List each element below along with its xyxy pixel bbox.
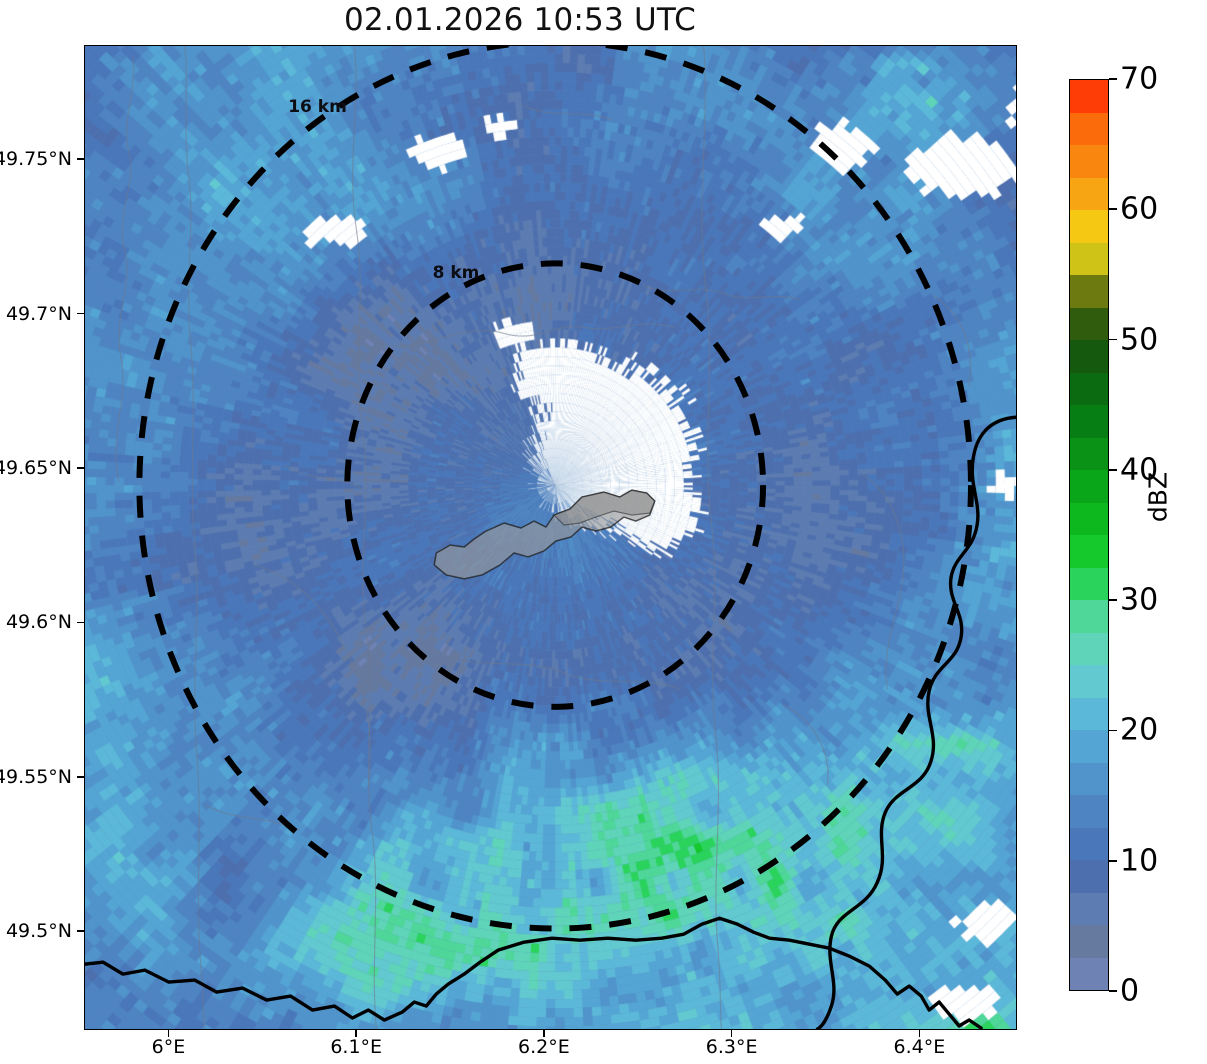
urban-area-polygon — [433, 489, 656, 580]
colorbar-band — [1070, 177, 1108, 210]
urban-area-core — [553, 489, 656, 526]
border-line-east — [815, 415, 1016, 1029]
river-line — [283, 464, 363, 490]
x-axis-tick-label: 6.3°E — [705, 1036, 758, 1058]
map-vector-overlay — [85, 46, 1016, 1029]
colorbar-band — [1070, 925, 1108, 958]
range-ring-8km — [344, 260, 767, 710]
colorbar-band — [1070, 632, 1108, 665]
y-axis-tick-label: 49.6°N — [5, 611, 72, 634]
colorbar-tick-label: 20 — [1120, 712, 1159, 748]
y-axis-tick-label: 49.55°N — [0, 765, 72, 788]
colorbar-band — [1070, 665, 1108, 698]
colorbar-band — [1070, 307, 1108, 340]
river-line — [782, 704, 829, 786]
colorbar-tick-label: 0 — [1120, 973, 1140, 1009]
river-line — [254, 564, 371, 788]
border-line-south — [85, 916, 983, 1029]
colorbar-band — [1070, 567, 1108, 600]
colorbar-tick-mark — [1109, 78, 1117, 80]
colorbar-gradient — [1069, 79, 1109, 991]
colorbar-band — [1070, 372, 1108, 405]
range-ring-label-16km: 16 km — [288, 97, 347, 118]
x-axis-tick-mark — [543, 1030, 545, 1037]
range-ring-label-8km: 8 km — [432, 263, 480, 284]
country-border-lines — [85, 415, 1016, 1029]
colorbar-band — [1070, 437, 1108, 470]
river-line — [184, 46, 206, 1029]
colorbar-tick-mark — [1109, 599, 1117, 601]
x-axis-tick-label: 6.2°E — [518, 1036, 570, 1058]
colorbar-tick-mark — [1109, 990, 1117, 992]
colorbar-band — [1070, 275, 1108, 308]
radar-plot-area — [84, 45, 1017, 1030]
colorbar-band — [1070, 762, 1108, 795]
colorbar-band — [1070, 242, 1108, 275]
y-axis-tick-label: 49.65°N — [0, 457, 72, 480]
page-title: 02.01.2026 10:53 UTC — [344, 2, 696, 38]
colorbar-tick-label: 50 — [1120, 322, 1159, 358]
colorbar-band — [1070, 892, 1108, 925]
x-axis-tick-mark — [167, 1030, 170, 1037]
river-line — [115, 55, 135, 482]
colorbar-tick-label: 60 — [1120, 191, 1159, 227]
x-axis-tick-label: 6.4°E — [893, 1036, 946, 1058]
colorbar-tick-mark — [1109, 859, 1117, 862]
colorbar-band — [1070, 600, 1108, 633]
river-line — [352, 46, 377, 1029]
colorbar-tick-mark — [1109, 208, 1117, 211]
colorbar-tick-label: 10 — [1120, 843, 1159, 879]
colorbar-band — [1070, 957, 1108, 990]
colorbar-band — [1070, 535, 1108, 568]
colorbar-band — [1070, 405, 1108, 438]
y-axis-tick-mark — [77, 467, 84, 469]
colorbar-band — [1070, 210, 1108, 243]
range-ring-16km — [136, 46, 974, 932]
colorbar-band — [1070, 145, 1108, 178]
x-axis-tick-mark — [730, 1030, 733, 1037]
colorbar-band — [1070, 470, 1108, 503]
y-axis-tick-mark — [77, 930, 84, 932]
colorbar-tick-label: 30 — [1120, 582, 1159, 618]
colorbar-band — [1070, 340, 1108, 373]
colorbar-band — [1070, 80, 1108, 113]
x-axis-tick-label: 6°E — [151, 1036, 186, 1058]
river-line — [523, 105, 613, 121]
colorbar-band — [1070, 730, 1108, 763]
colorbar — [1069, 79, 1109, 991]
river-line — [443, 654, 681, 690]
y-axis-tick-label: 49.75°N — [0, 148, 72, 171]
colorbar-tick-mark — [1109, 469, 1117, 471]
colorbar-tick-mark — [1109, 338, 1117, 341]
colorbar-tick-mark — [1109, 729, 1117, 732]
colorbar-band — [1070, 112, 1108, 145]
y-axis-tick-label: 49.7°N — [5, 302, 72, 325]
x-axis-tick-label: 6.1°E — [330, 1036, 383, 1058]
y-axis-tick-mark — [77, 621, 84, 624]
river-line — [862, 474, 905, 690]
y-axis-tick-label: 49.5°N — [5, 920, 72, 943]
river-line — [932, 294, 971, 386]
colorbar-band — [1070, 697, 1108, 730]
x-axis-tick-mark — [355, 1030, 357, 1037]
y-axis-tick-mark — [77, 776, 84, 778]
river-line — [701, 46, 723, 1029]
colorbar-band — [1070, 795, 1108, 828]
colorbar-band — [1070, 860, 1108, 893]
range-ring-circles — [136, 46, 974, 932]
x-axis-tick-mark — [918, 1030, 921, 1037]
colorbar-band — [1070, 827, 1108, 860]
colorbar-tick-label: 40 — [1120, 452, 1159, 488]
river-line — [643, 284, 801, 301]
colorbar-tick-label: 70 — [1120, 61, 1159, 97]
river-line — [204, 803, 300, 831]
y-axis-tick-mark — [77, 158, 84, 161]
colorbar-axis-label: dBZ — [1143, 471, 1173, 523]
river-line — [383, 323, 675, 347]
y-axis-tick-mark — [77, 312, 84, 315]
colorbar-band — [1070, 502, 1108, 535]
